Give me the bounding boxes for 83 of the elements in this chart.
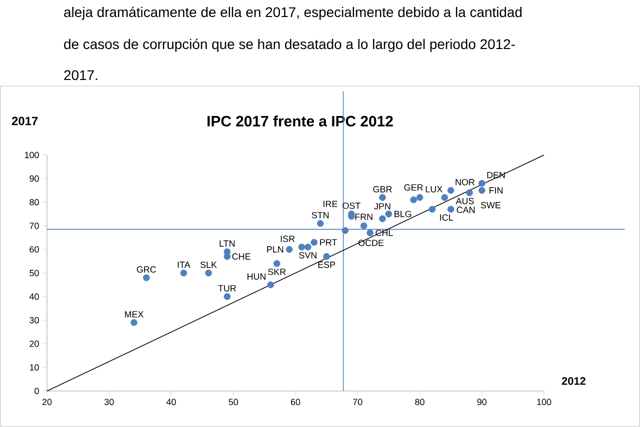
data-label: JPN [374,203,390,210]
point [310,238,318,246]
point [385,210,392,218]
x-tick-label: 50 [228,398,238,406]
text: aleja dramáticamente de ella en 2017, especialmente debido a la cantidad [64,6,522,20]
data-label: GER [404,184,423,191]
data-label: LTN [220,240,235,247]
point [379,215,386,222]
data-label: AUS [456,198,474,204]
x-tick-label: 60 [290,398,300,406]
y-tick-label: 100 [24,152,39,158]
data-label: NOR [456,178,475,186]
point [286,246,293,253]
point [416,194,424,201]
point [323,253,330,260]
data-label: BLG [394,210,412,218]
point [428,206,436,213]
y-tick-label: 20 [30,340,39,347]
y-tick-label: 80 [30,199,39,206]
point [316,220,324,227]
y-tick-label: 50 [30,270,39,276]
x-tick-label: 40 [166,398,176,406]
point [180,270,188,276]
data-label: GRC [136,266,156,273]
data-label: HUN [248,273,266,280]
point [304,244,312,250]
x-tick-label: 80 [415,398,424,406]
x-tick-label: 70 [353,398,362,406]
x-tick-label: 20 [42,398,52,406]
point [478,187,486,194]
data-label: SWE [480,202,500,208]
point [379,194,386,201]
point [360,222,368,230]
data-label: IRE [324,200,338,208]
data-label: LUX [426,186,442,192]
point [466,189,473,196]
point [447,206,454,213]
point [342,227,349,234]
x-tick-label: 90 [477,398,487,406]
text: 2017. [64,70,98,80]
y-axis-title: 2017 [12,116,38,126]
point [447,187,454,194]
x-tick-label: 30 [104,398,114,406]
data-label: ICL [440,214,453,221]
data-label: FIN [490,187,503,194]
point [410,196,417,204]
point [441,194,448,201]
y-tick-label: 60 [30,246,39,253]
data-label: GBR [373,186,392,192]
data-label: STN [312,212,329,218]
data-label: ESP [318,262,336,268]
x-tick-label: 100 [537,398,552,406]
y-tick-label: 0 [34,388,39,394]
data-label: SVN [299,252,316,258]
y-tick-label: 70 [30,222,39,229]
data-label: TUR [218,285,236,292]
data-label: OCDE [358,240,384,246]
x-axis-title: 2012 [562,377,586,385]
point [273,260,280,267]
y-tick-label: 90 [30,175,39,182]
y-tick-label: 30 [30,317,39,324]
data-label: SKR [268,268,286,275]
y-tick-label: 10 [30,364,39,371]
point [267,281,274,288]
data-label: ISR [280,236,295,242]
data-label: MEX [124,311,144,318]
data-label: ITA [178,262,190,268]
point [298,244,306,250]
point [224,293,231,300]
data-label: PRT [320,239,337,246]
y-tick-label: 40 [29,293,39,300]
data-label: FRN [355,214,372,220]
data-label: CAN [456,206,475,214]
point [478,180,486,187]
data-label: PLN [267,246,284,252]
point [143,274,150,282]
point [366,229,374,236]
point [205,270,212,276]
point [224,253,231,260]
data-label: CHE [232,253,250,260]
point [130,319,138,326]
data-label: SLK [200,262,217,268]
text: de casos de corrupción que se han desatado a lo largo del periodo 2012- [64,38,515,52]
